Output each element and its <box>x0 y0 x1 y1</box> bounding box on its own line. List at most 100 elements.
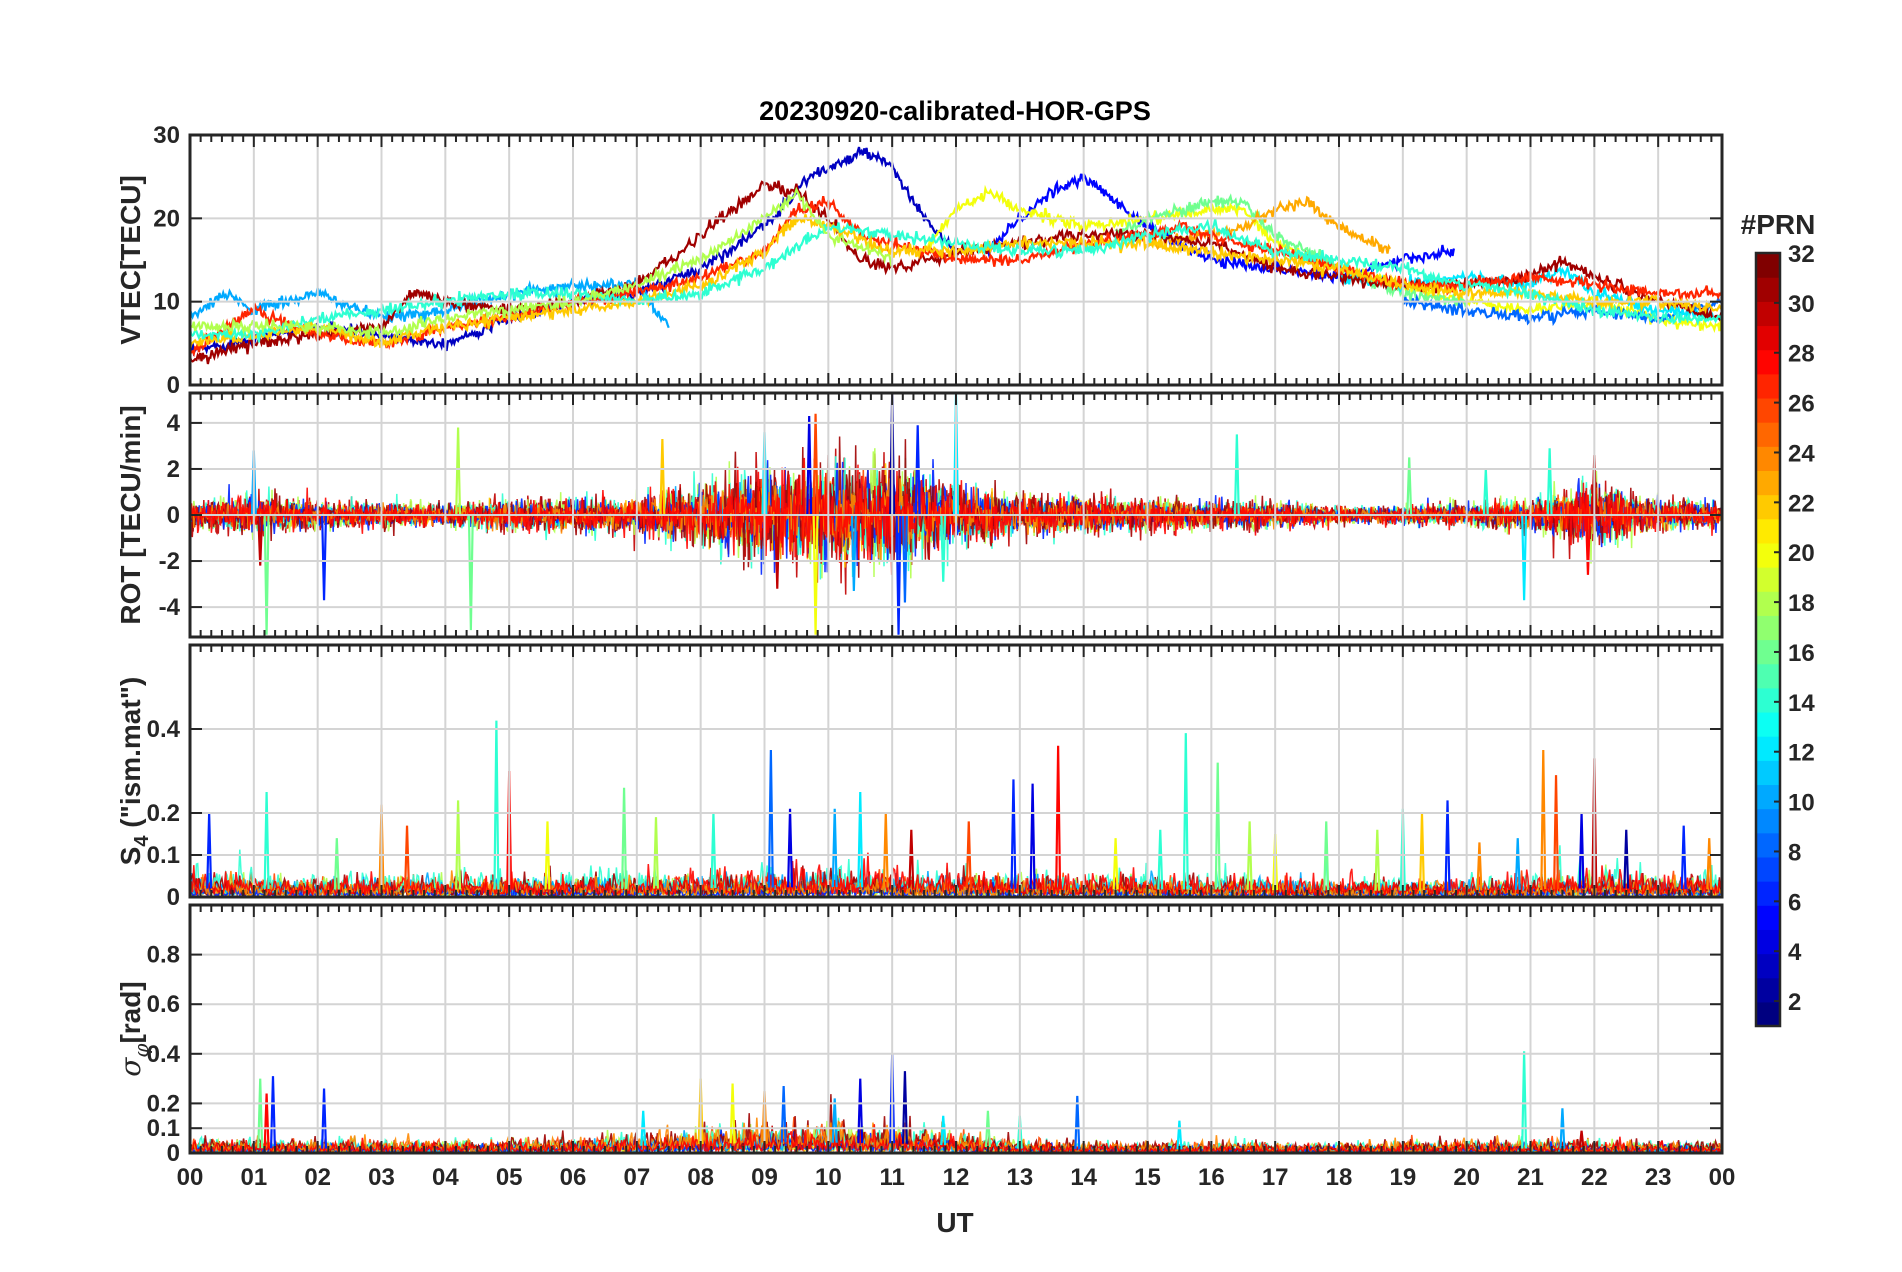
colorbar-tick-label: 30 <box>1788 291 1815 318</box>
colorbar-band <box>1756 253 1780 278</box>
sigma-y-axis-label: σφ[rad] <box>114 981 153 1076</box>
colorbar-tick-label: 14 <box>1788 690 1815 717</box>
s4-spike <box>1157 829 1164 890</box>
colorbar-band <box>1756 1001 1780 1027</box>
s4-spike <box>333 838 340 890</box>
s4-spike <box>1623 829 1630 889</box>
sigma-spike <box>940 1115 947 1146</box>
x-tick-label: 20 <box>1453 1164 1480 1191</box>
s4-spike <box>1029 783 1036 889</box>
colorbar-band <box>1756 277 1780 302</box>
sigma-spike <box>984 1110 991 1148</box>
vtec-y-tick-label: 30 <box>153 122 180 149</box>
x-tick-label: 08 <box>687 1164 714 1191</box>
sigma-y-tick-label: 0.8 <box>147 942 180 969</box>
s4-spike <box>1055 745 1062 890</box>
rot-spike <box>774 514 781 589</box>
sigma-spike <box>269 1076 276 1149</box>
sigma-spike <box>257 1078 264 1149</box>
rot-spike <box>1406 457 1413 516</box>
vtec-grid <box>189 134 1723 386</box>
s4-spike <box>455 800 462 890</box>
vtec-series-prn-16 <box>1114 193 1468 308</box>
colorbar-title: #PRN <box>1741 209 1816 240</box>
x-tick-label: 00 <box>1709 1164 1736 1191</box>
s4-y-tick-label: 0.4 <box>147 716 181 743</box>
s4-spike <box>263 791 270 889</box>
x-tick-label: 06 <box>560 1164 587 1191</box>
rot-spike <box>467 514 474 631</box>
x-axis-label: UT <box>936 1207 973 1238</box>
chart-title: 20230920-calibrated-HOR-GPS <box>759 96 1151 126</box>
x-tick-label: 09 <box>751 1164 778 1191</box>
s4-spike <box>1514 838 1521 890</box>
s4-spike <box>544 821 551 890</box>
s4-spike <box>621 787 628 889</box>
x-tick-label: 11 <box>879 1164 904 1191</box>
x-tick-label: 10 <box>815 1164 842 1191</box>
sigma-spike <box>857 1078 864 1143</box>
colorbar-band <box>1756 663 1780 689</box>
colorbar-band <box>1756 615 1780 641</box>
sigma-y-tick-label: 0.2 <box>147 1090 180 1117</box>
rot-spike <box>895 514 902 635</box>
colorbar-band <box>1756 349 1780 375</box>
vtec-series-prn-8 <box>1401 293 1722 327</box>
x-tick-label: 03 <box>368 1164 395 1191</box>
vtec-y-tick-label: 0 <box>167 372 180 399</box>
colorbar-tick-label: 16 <box>1788 640 1815 667</box>
sigma-y-tick-label: 0.6 <box>147 991 180 1018</box>
rot-spike <box>1584 514 1591 575</box>
sigma-spike <box>1578 1130 1585 1149</box>
s4-grid <box>189 645 1723 898</box>
s4-spike <box>404 825 411 890</box>
sigma-x-ticks <box>189 905 1723 1153</box>
s4-y-tick-label: 0.1 <box>147 842 180 869</box>
x-tick-label: 13 <box>1006 1164 1033 1191</box>
colorbar-band <box>1756 567 1780 592</box>
sigma-y-tick-label: 0.1 <box>147 1115 180 1142</box>
colorbar-frame <box>1754 251 1782 1028</box>
s4-spike <box>1444 800 1451 891</box>
rot-spike <box>1233 434 1240 516</box>
rot-y-tick-label: 2 <box>167 456 180 483</box>
rot-spike <box>263 514 270 635</box>
s4-spike <box>831 808 838 888</box>
s4-spike <box>767 749 774 888</box>
colorbar-tick-label: 2 <box>1788 989 1801 1016</box>
colorbar-band <box>1756 301 1780 327</box>
x-tick-label: 18 <box>1326 1164 1353 1191</box>
s4-spike <box>1323 821 1330 891</box>
s4-spike <box>493 720 500 890</box>
colorbar-band <box>1756 832 1780 858</box>
colorbar-band <box>1756 953 1780 979</box>
colorbar-band <box>1756 687 1780 713</box>
colorbar-band <box>1756 373 1780 399</box>
sigma-spike <box>780 1086 787 1143</box>
colorbar-tick-label: 6 <box>1788 889 1801 916</box>
colorbar-band <box>1756 736 1780 761</box>
colorbar-band <box>1756 542 1780 568</box>
colorbar-tick-label: 24 <box>1788 440 1815 467</box>
s4-spike <box>1706 838 1713 890</box>
s4-spike <box>652 817 659 889</box>
colorbar-tick-label: 12 <box>1788 740 1815 767</box>
s4-y-tick-label: 0.2 <box>147 800 180 827</box>
colorbar-tick-label: 20 <box>1788 540 1815 567</box>
colorbar-tick-label: 18 <box>1788 590 1815 617</box>
colorbar-band <box>1756 591 1780 616</box>
s4-spike <box>1214 762 1221 890</box>
x-tick-label: 00 <box>177 1164 204 1191</box>
rot-spike <box>321 514 328 601</box>
rot-spike <box>455 427 462 516</box>
rot-y-tick-label: -2 <box>159 548 180 575</box>
sigma-spike <box>321 1088 328 1149</box>
rot-spike <box>952 393 960 516</box>
colorbar-band <box>1756 711 1780 737</box>
x-tick-label: 12 <box>943 1164 970 1191</box>
rot-spike <box>806 415 813 516</box>
colorbar-band <box>1756 808 1780 834</box>
s4-spike <box>1540 749 1547 890</box>
